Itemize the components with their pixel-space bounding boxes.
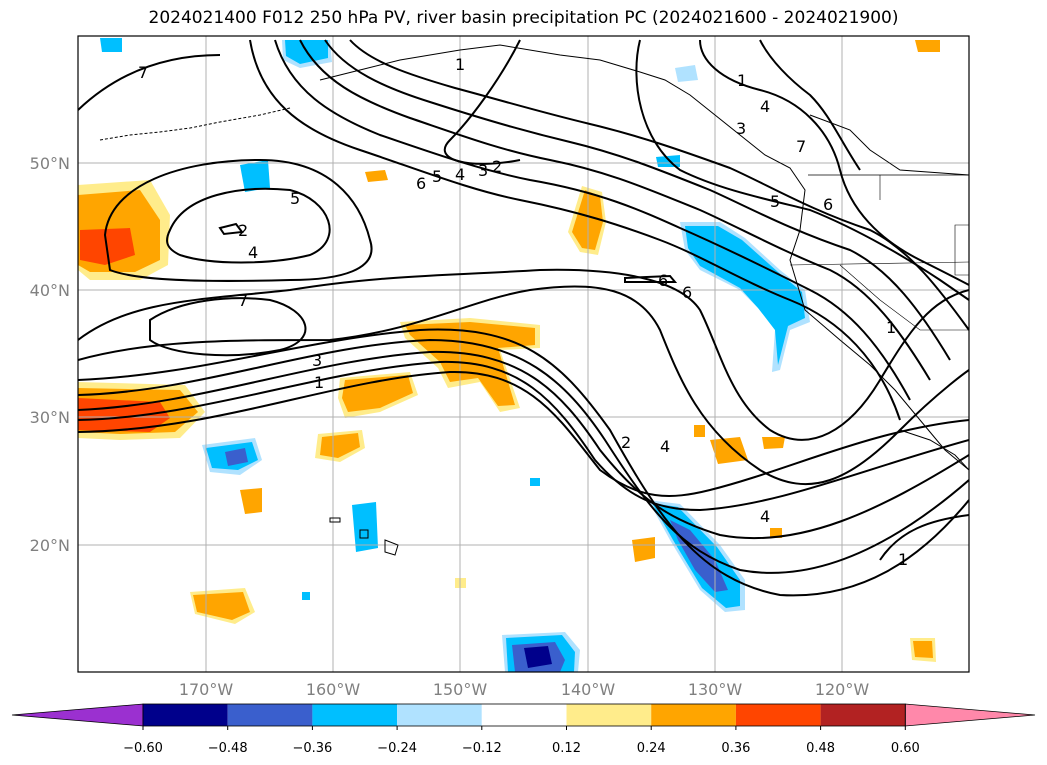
lon-label: 150°W xyxy=(433,680,488,699)
colorbar-extend-high xyxy=(904,703,1036,727)
contour-label: 4 xyxy=(760,97,770,116)
colorbar-bin xyxy=(397,704,482,726)
contour-label: 3 xyxy=(736,119,746,138)
contour-labels: 7 1 3 5 4 6 2 5 4 3 2 6 1 4 7 5 6 6 1 2 … xyxy=(138,55,908,569)
contour-label: 6 xyxy=(682,283,692,302)
contour-label: 5 xyxy=(290,189,300,208)
contour-label: 6 xyxy=(658,271,668,290)
precip-shading xyxy=(78,38,940,672)
colorbar-outline xyxy=(142,703,906,727)
colorbar-bin xyxy=(481,704,567,726)
pv-contours xyxy=(78,39,969,597)
colorbar-extend-low xyxy=(11,703,144,727)
colorbar-bin xyxy=(143,704,228,726)
contour-label: 7 xyxy=(238,291,248,310)
contour-label: 5 xyxy=(432,167,442,186)
map-frame xyxy=(77,35,970,673)
map-title: 2024021400 F012 250 hPa PV, river basin … xyxy=(148,8,899,28)
contour-label: 1 xyxy=(898,550,908,569)
latitude-labels: 50°N 40°N 30°N 20°N xyxy=(30,154,70,555)
contour-label: 3 xyxy=(312,351,322,370)
colorbar-label: −0.48 xyxy=(208,741,248,756)
contour-label: 2 xyxy=(238,221,248,240)
lat-label: 20°N xyxy=(30,536,70,555)
lon-label: 140°W xyxy=(561,680,616,699)
colorbar-bin xyxy=(566,704,652,726)
colorbar-bin xyxy=(651,704,736,726)
contour-label: 6 xyxy=(416,174,426,193)
contour-label: 2 xyxy=(621,433,631,452)
contour-label: 2 xyxy=(492,157,502,176)
contour-label: 4 xyxy=(248,243,258,262)
lon-label: 130°W xyxy=(688,680,743,699)
colorbar-label: −0.60 xyxy=(123,741,163,756)
contour-label: 1 xyxy=(455,55,465,74)
colorbar-bin xyxy=(820,704,906,726)
contour-label: 5 xyxy=(770,192,780,211)
contour-label: 4 xyxy=(455,165,465,184)
coastlines xyxy=(99,44,969,556)
colorbar-label: 0.12 xyxy=(552,741,581,756)
contour-label: 6 xyxy=(823,195,833,214)
colorbar-label: 0.60 xyxy=(891,741,920,756)
lat-label: 30°N xyxy=(30,408,70,427)
longitude-labels: 170°W 160°W 150°W 140°W 130°W 120°W xyxy=(179,680,870,699)
contour-label: 3 xyxy=(478,161,488,180)
contour-label: 1 xyxy=(886,318,896,337)
colorbar-bin xyxy=(227,704,313,726)
colorbar-bin xyxy=(312,704,398,726)
contour-label: 7 xyxy=(138,63,148,82)
contour-label: 1 xyxy=(314,373,324,392)
colorbar-label: 0.24 xyxy=(637,741,666,756)
colorbar-label: 0.36 xyxy=(721,741,750,756)
contour-label: 4 xyxy=(760,507,770,526)
colorbar: −0.60 −0.48 −0.36 −0.24 −0.12 0.12 0.24 0.36 0.4… xyxy=(11,703,1036,756)
colorbar-label: 0.48 xyxy=(806,741,835,756)
lon-label: 160°W xyxy=(306,680,361,699)
contour-label: 7 xyxy=(796,137,806,156)
colorbar-bin xyxy=(735,704,821,726)
lon-label: 120°W xyxy=(815,680,870,699)
colorbar-label: −0.24 xyxy=(377,741,417,756)
colorbar-label: −0.36 xyxy=(292,741,332,756)
lat-label: 40°N xyxy=(30,281,70,300)
lon-label: 170°W xyxy=(179,680,234,699)
colorbar-label: −0.12 xyxy=(462,741,502,756)
contour-label: 1 xyxy=(737,71,747,90)
lat-label: 50°N xyxy=(30,154,70,173)
contour-label: 4 xyxy=(660,437,670,456)
